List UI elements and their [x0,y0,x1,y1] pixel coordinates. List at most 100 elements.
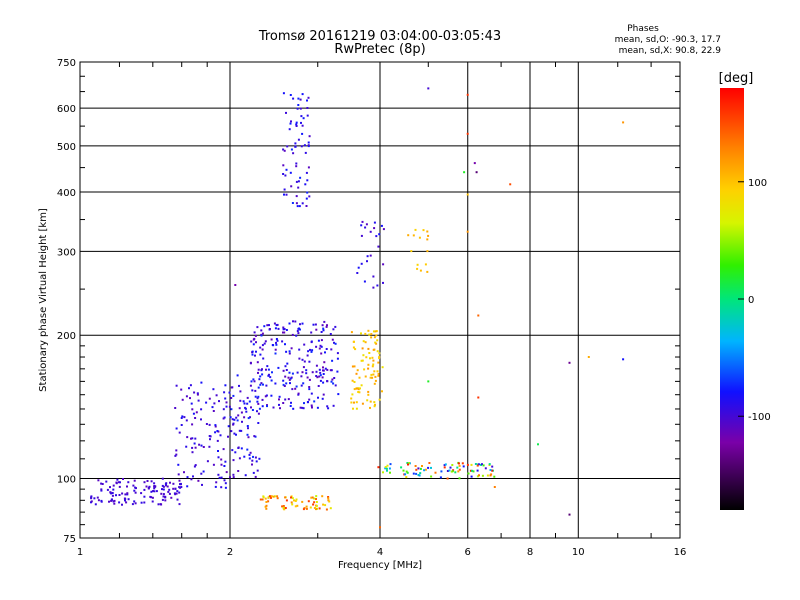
y-tick-label: 500 [57,142,76,153]
data-point [289,382,291,385]
data-point [304,151,307,154]
data-point [360,224,363,227]
data-point [333,341,335,344]
data-point [322,381,325,384]
data-point [372,286,375,289]
data-point [622,121,625,124]
data-point [282,379,285,382]
data-point [321,376,324,379]
data-point [299,107,302,110]
data-point [189,397,191,400]
data-point [476,469,479,472]
data-point [294,320,297,323]
data-point [443,466,446,469]
data-point [110,499,113,502]
data-point [194,417,197,419]
data-point [312,503,315,506]
data-point [208,423,211,426]
data-point [301,500,304,503]
data-point [355,407,358,410]
data-point [282,506,285,509]
data-point [296,205,299,208]
data-point [200,472,203,475]
data-point [475,171,478,174]
data-point [264,340,267,343]
data-point [292,152,295,155]
data-point [281,505,284,508]
data-point [331,378,334,381]
data-point [215,481,218,484]
data-point [288,322,291,325]
data-point [261,344,264,347]
data-point [310,340,313,343]
data-point [131,503,134,506]
data-point [470,475,473,478]
data-point [180,417,183,419]
data-point [169,481,171,484]
data-point [367,347,370,350]
data-point [423,469,426,472]
data-point [242,400,245,403]
data-point [337,393,340,396]
data-point [282,326,285,329]
data-point [303,343,306,346]
data-point [234,451,237,454]
data-point [386,464,389,467]
data-point [272,344,275,347]
data-point [285,350,288,353]
data-point [301,322,304,325]
data-point [333,377,336,379]
data-point [224,397,227,400]
data-point [426,270,429,273]
data-point [405,470,408,473]
data-point [135,487,137,490]
data-point [267,496,270,499]
data-point [363,368,366,371]
phases-stats-o: mean, sd,O: -90.3, 17.7 [615,35,721,45]
data-point [265,394,268,397]
data-point [410,250,413,253]
data-point [200,381,203,384]
data-point [289,171,292,174]
data-point [318,507,321,510]
data-point [236,419,239,422]
data-point [274,348,277,351]
data-point [377,245,380,248]
data-point [389,471,391,474]
data-point [93,497,96,500]
data-point [406,462,409,464]
data-point [161,477,164,480]
data-point [178,503,181,506]
data-point [254,334,257,337]
data-point [275,341,277,344]
data-point [351,379,354,382]
data-point [358,376,361,379]
data-point [225,401,228,404]
data-point [424,263,427,266]
data-point [310,404,313,407]
data-point [372,363,375,366]
data-point [470,463,473,466]
data-point [232,394,235,397]
data-point [313,507,316,509]
x-tick-label: 2 [227,547,233,558]
data-point [143,481,146,484]
data-point [243,416,246,419]
data-point [229,476,231,479]
data-point [294,142,297,145]
data-point [353,401,355,404]
data-point [443,464,446,467]
data-point [329,333,332,335]
data-point [260,382,263,385]
data-point [202,470,205,473]
data-point [265,501,268,503]
data-point [374,330,377,333]
data-point [249,416,251,419]
data-point [118,494,121,496]
data-point [414,465,417,467]
data-point [307,166,310,169]
data-point [127,481,130,484]
data-point [249,451,252,454]
data-point [161,488,163,491]
data-point [254,475,257,478]
